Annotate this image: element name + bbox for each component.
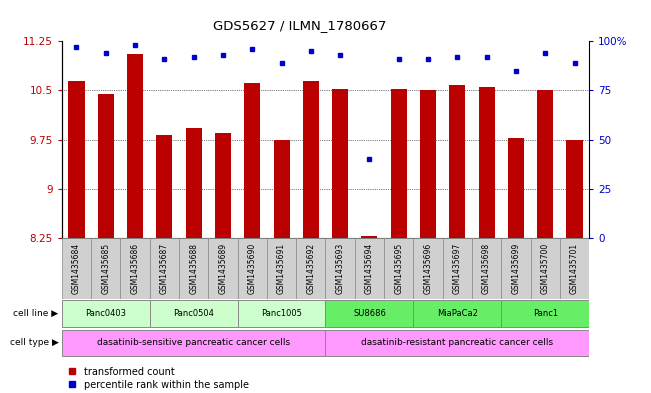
Bar [501, 300, 589, 327]
Text: GSM1435684: GSM1435684 [72, 242, 81, 294]
Bar [186, 128, 202, 238]
Bar [303, 81, 319, 238]
Text: GSM1435689: GSM1435689 [219, 242, 227, 294]
Text: GSM1435688: GSM1435688 [189, 242, 198, 294]
Bar [355, 238, 384, 299]
Bar [150, 238, 179, 299]
Text: GSM1435700: GSM1435700 [541, 242, 549, 294]
Text: GSM1435699: GSM1435699 [512, 242, 520, 294]
Bar [531, 238, 560, 299]
Bar [478, 87, 495, 238]
Text: Panc0504: Panc0504 [173, 309, 214, 318]
Bar [91, 238, 120, 299]
Text: GSM1435690: GSM1435690 [248, 242, 256, 294]
Legend: transformed count, percentile rank within the sample: transformed count, percentile rank withi… [66, 367, 249, 390]
Bar [560, 238, 589, 299]
Bar [120, 238, 150, 299]
Bar [62, 238, 91, 299]
Bar [273, 140, 290, 238]
Bar [267, 238, 296, 299]
Bar [326, 238, 355, 299]
Text: Panc1: Panc1 [533, 309, 558, 318]
Text: MiaPaCa2: MiaPaCa2 [437, 309, 478, 318]
Text: dasatinib-sensitive pancreatic cancer cells: dasatinib-sensitive pancreatic cancer ce… [97, 338, 290, 347]
Text: GSM1435687: GSM1435687 [160, 242, 169, 294]
Text: GSM1435694: GSM1435694 [365, 242, 374, 294]
Bar [472, 238, 501, 299]
Bar [238, 300, 326, 327]
Text: Panc1005: Panc1005 [261, 309, 302, 318]
Bar [332, 89, 348, 238]
Text: Panc0403: Panc0403 [85, 309, 126, 318]
Bar [420, 90, 436, 238]
Bar [391, 89, 407, 238]
Text: dasatinib-resistant pancreatic cancer cells: dasatinib-resistant pancreatic cancer ce… [361, 338, 553, 347]
Bar [244, 83, 260, 238]
Text: GSM1435698: GSM1435698 [482, 242, 491, 294]
Bar [326, 330, 589, 356]
Bar [156, 135, 173, 238]
Bar [150, 300, 238, 327]
Bar [508, 138, 524, 238]
Bar [326, 300, 413, 327]
Text: GSM1435692: GSM1435692 [307, 242, 315, 294]
Text: GSM1435693: GSM1435693 [336, 242, 344, 294]
Text: GSM1435685: GSM1435685 [102, 242, 110, 294]
Text: GDS5627 / ILMN_1780667: GDS5627 / ILMN_1780667 [213, 19, 386, 32]
Bar [208, 238, 238, 299]
Bar [127, 54, 143, 238]
Bar [443, 238, 472, 299]
Bar [68, 81, 85, 238]
Bar [361, 237, 378, 238]
Bar [449, 85, 465, 238]
Bar [413, 238, 443, 299]
Bar [62, 300, 150, 327]
Bar [501, 238, 531, 299]
Bar [238, 238, 267, 299]
Bar [98, 94, 114, 238]
Bar [62, 330, 326, 356]
Text: GSM1435695: GSM1435695 [395, 242, 403, 294]
Text: GSM1435701: GSM1435701 [570, 242, 579, 294]
Text: cell type ▶: cell type ▶ [10, 338, 59, 347]
Bar [413, 300, 501, 327]
Text: SU8686: SU8686 [353, 309, 386, 318]
Bar [384, 238, 413, 299]
Bar [537, 90, 553, 238]
Text: cell line ▶: cell line ▶ [14, 309, 59, 318]
Text: GSM1435696: GSM1435696 [424, 242, 432, 294]
Bar [296, 238, 326, 299]
Text: GSM1435691: GSM1435691 [277, 242, 286, 294]
Bar [179, 238, 208, 299]
Bar [566, 140, 583, 238]
Text: GSM1435697: GSM1435697 [453, 242, 462, 294]
Text: GSM1435686: GSM1435686 [131, 242, 139, 294]
Bar [215, 133, 231, 238]
